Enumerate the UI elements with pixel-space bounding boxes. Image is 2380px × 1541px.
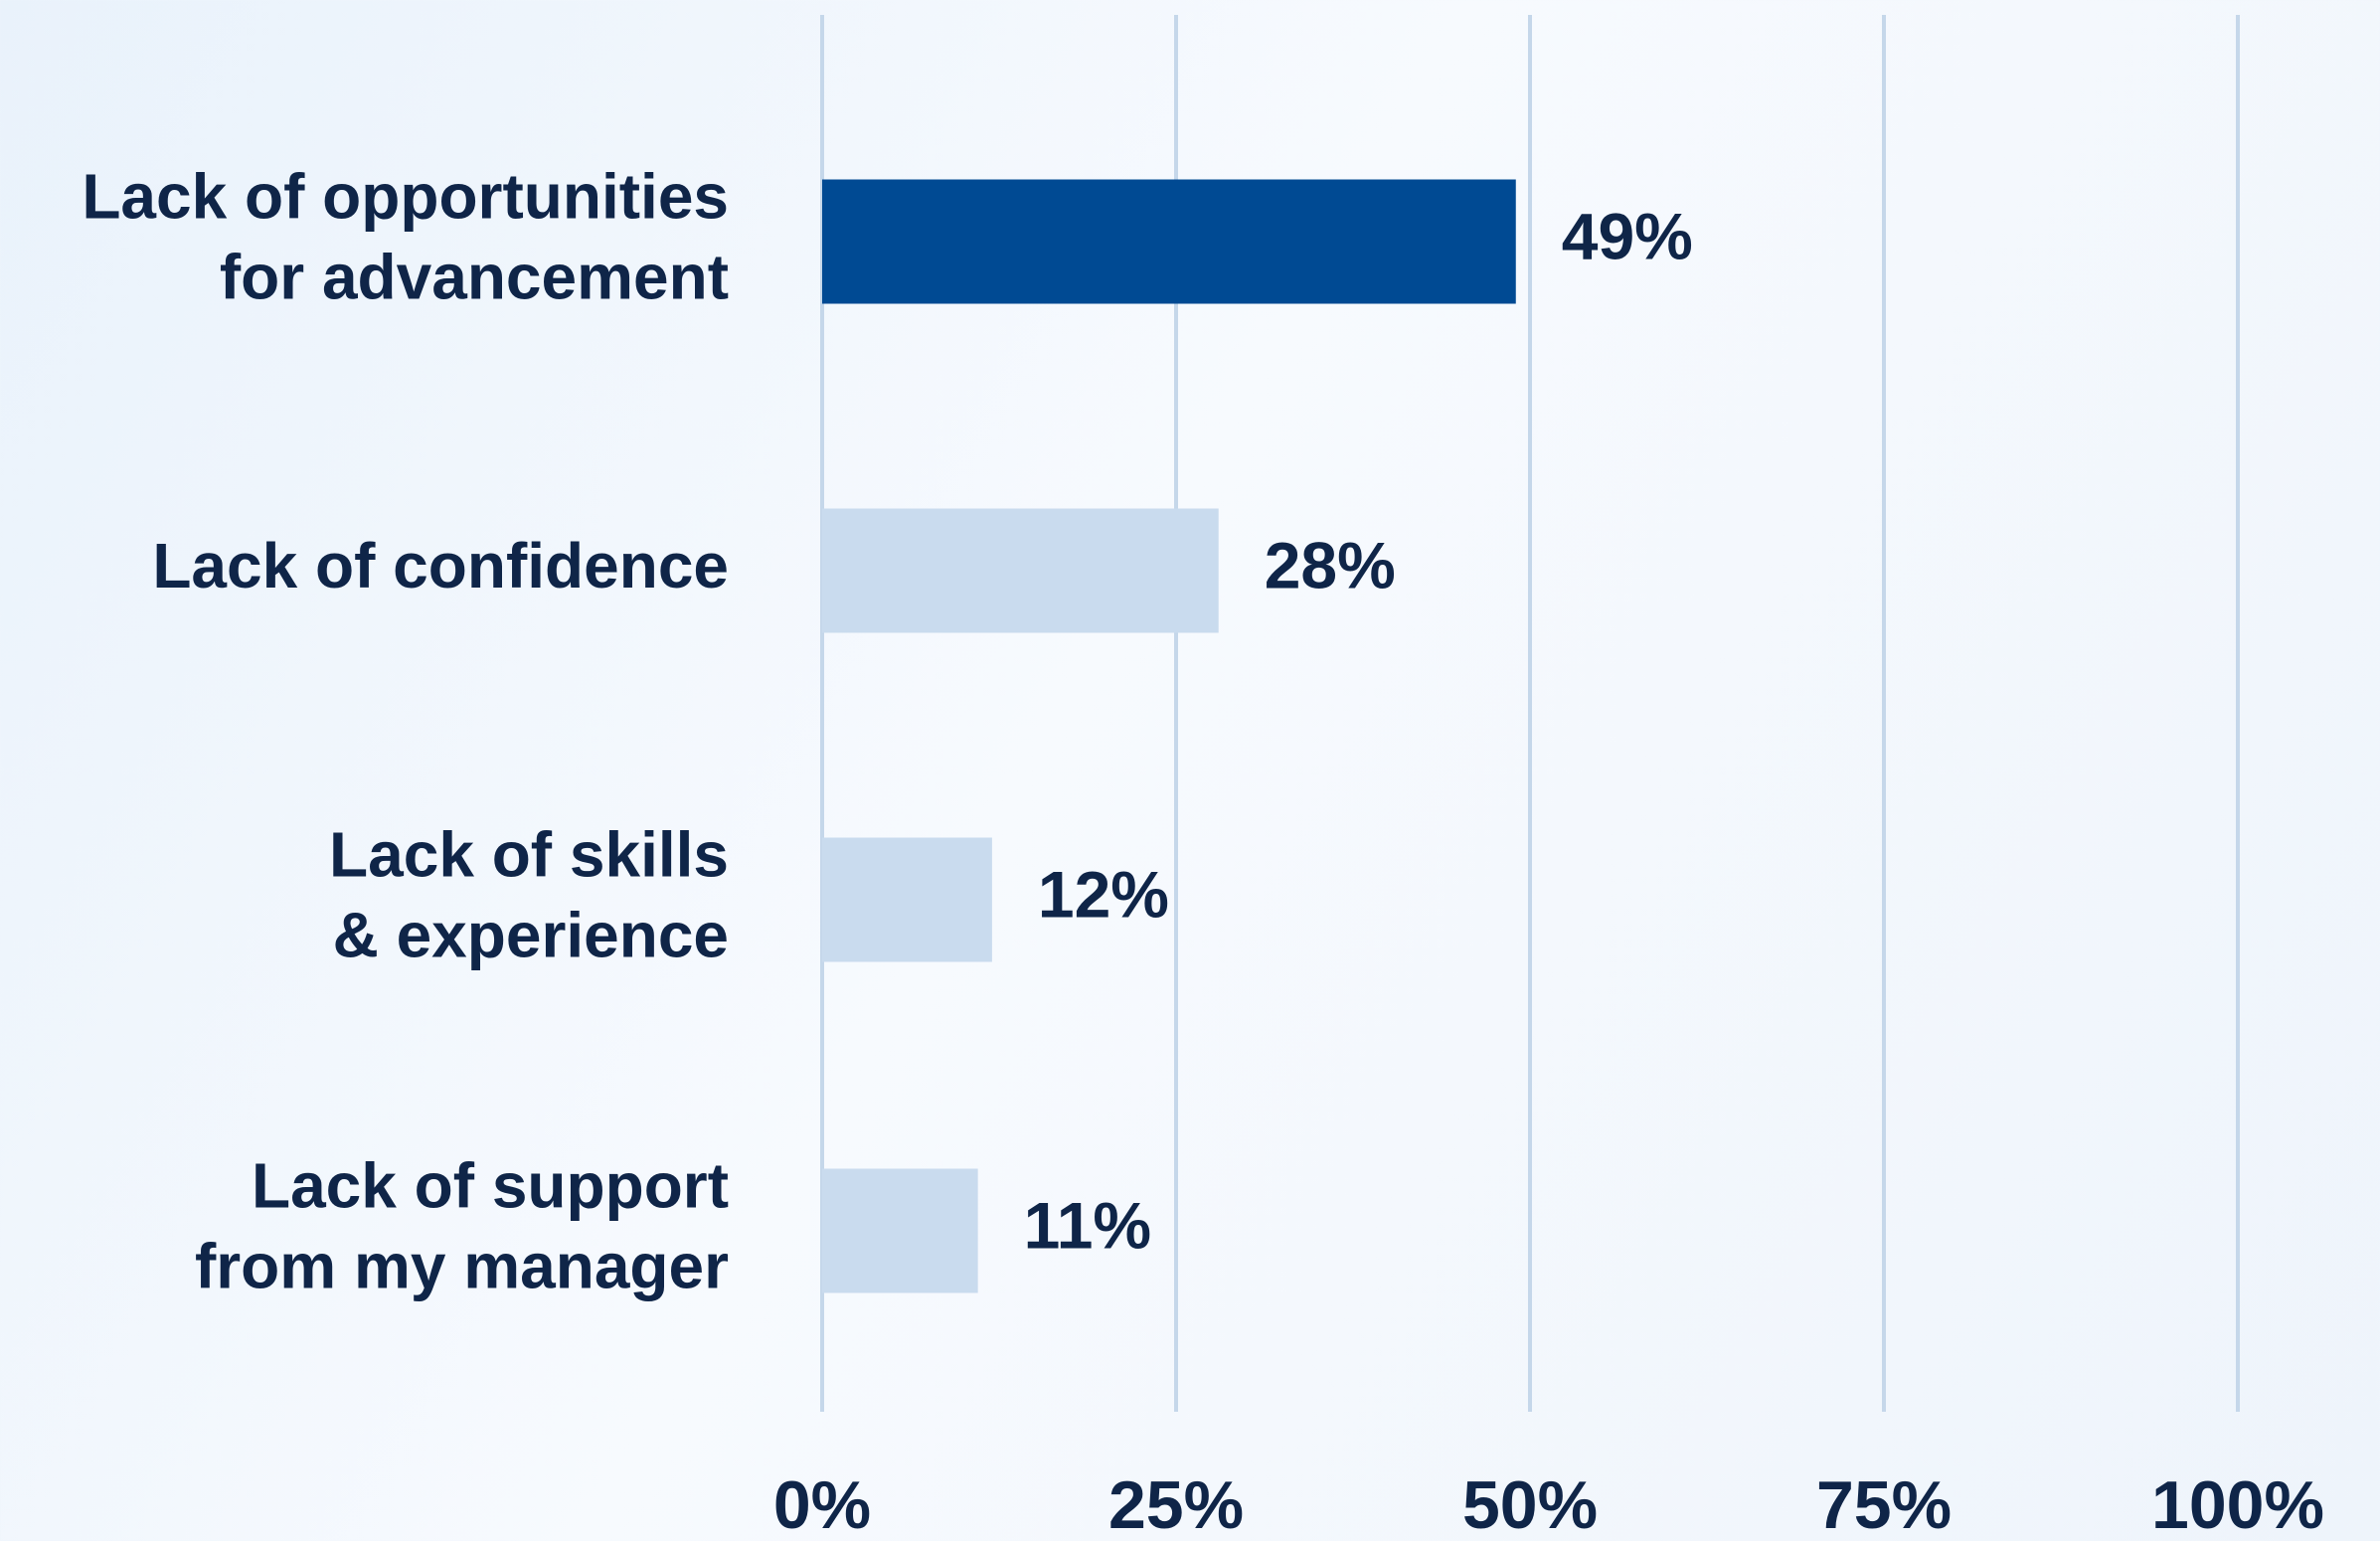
bar — [822, 837, 992, 962]
category-label: & experience — [333, 899, 729, 970]
category-label: Lack of opportunities — [82, 160, 729, 232]
category-label: from my manager — [195, 1230, 729, 1301]
bar — [822, 179, 1516, 304]
value-label: 28% — [1265, 528, 1396, 601]
category-label: Lack of skills — [329, 818, 729, 890]
value-label: 12% — [1038, 857, 1169, 931]
x-tick-label: 25% — [1108, 1467, 1244, 1541]
bar — [822, 508, 1219, 633]
category-label: Lack of support — [252, 1149, 729, 1221]
x-tick-label: 75% — [1816, 1467, 1952, 1541]
x-tick-label: 50% — [1462, 1467, 1598, 1541]
category-label: Lack of confidence — [152, 530, 729, 601]
bar — [822, 1168, 978, 1293]
value-label: 11% — [1024, 1188, 1151, 1262]
category-label: for advancement — [220, 241, 729, 312]
x-tick-label: 100% — [2151, 1467, 2324, 1541]
value-label: 49% — [1562, 199, 1693, 272]
x-tick-label: 0% — [773, 1467, 871, 1541]
